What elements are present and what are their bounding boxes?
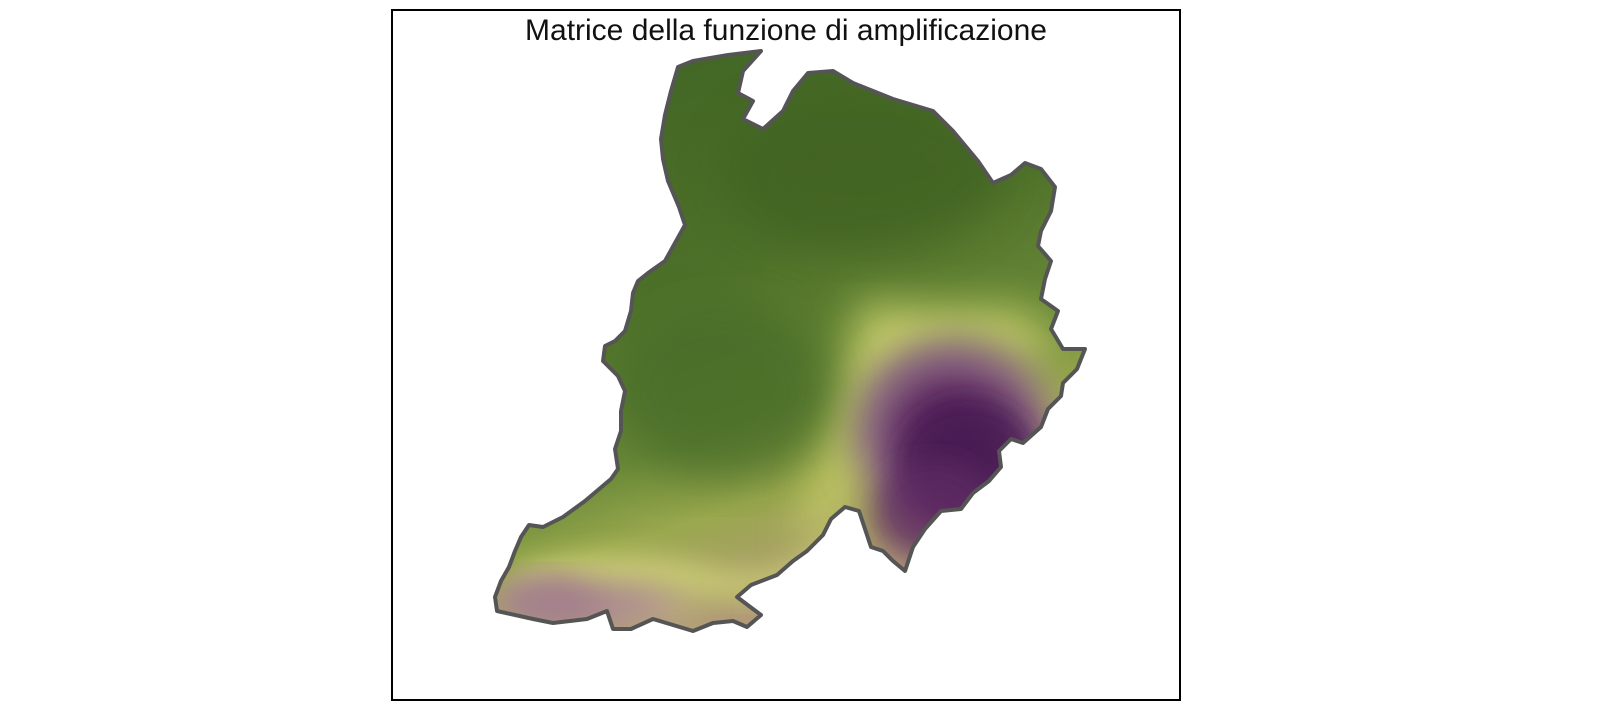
region-boundary bbox=[493, 49, 1087, 633]
amplification-raster bbox=[495, 51, 1085, 631]
amplification-map bbox=[493, 49, 1087, 633]
map-frame: Matrice della funzione di amplificazione bbox=[391, 9, 1181, 701]
map-title: Matrice della funzione di amplificazione bbox=[525, 14, 1047, 47]
